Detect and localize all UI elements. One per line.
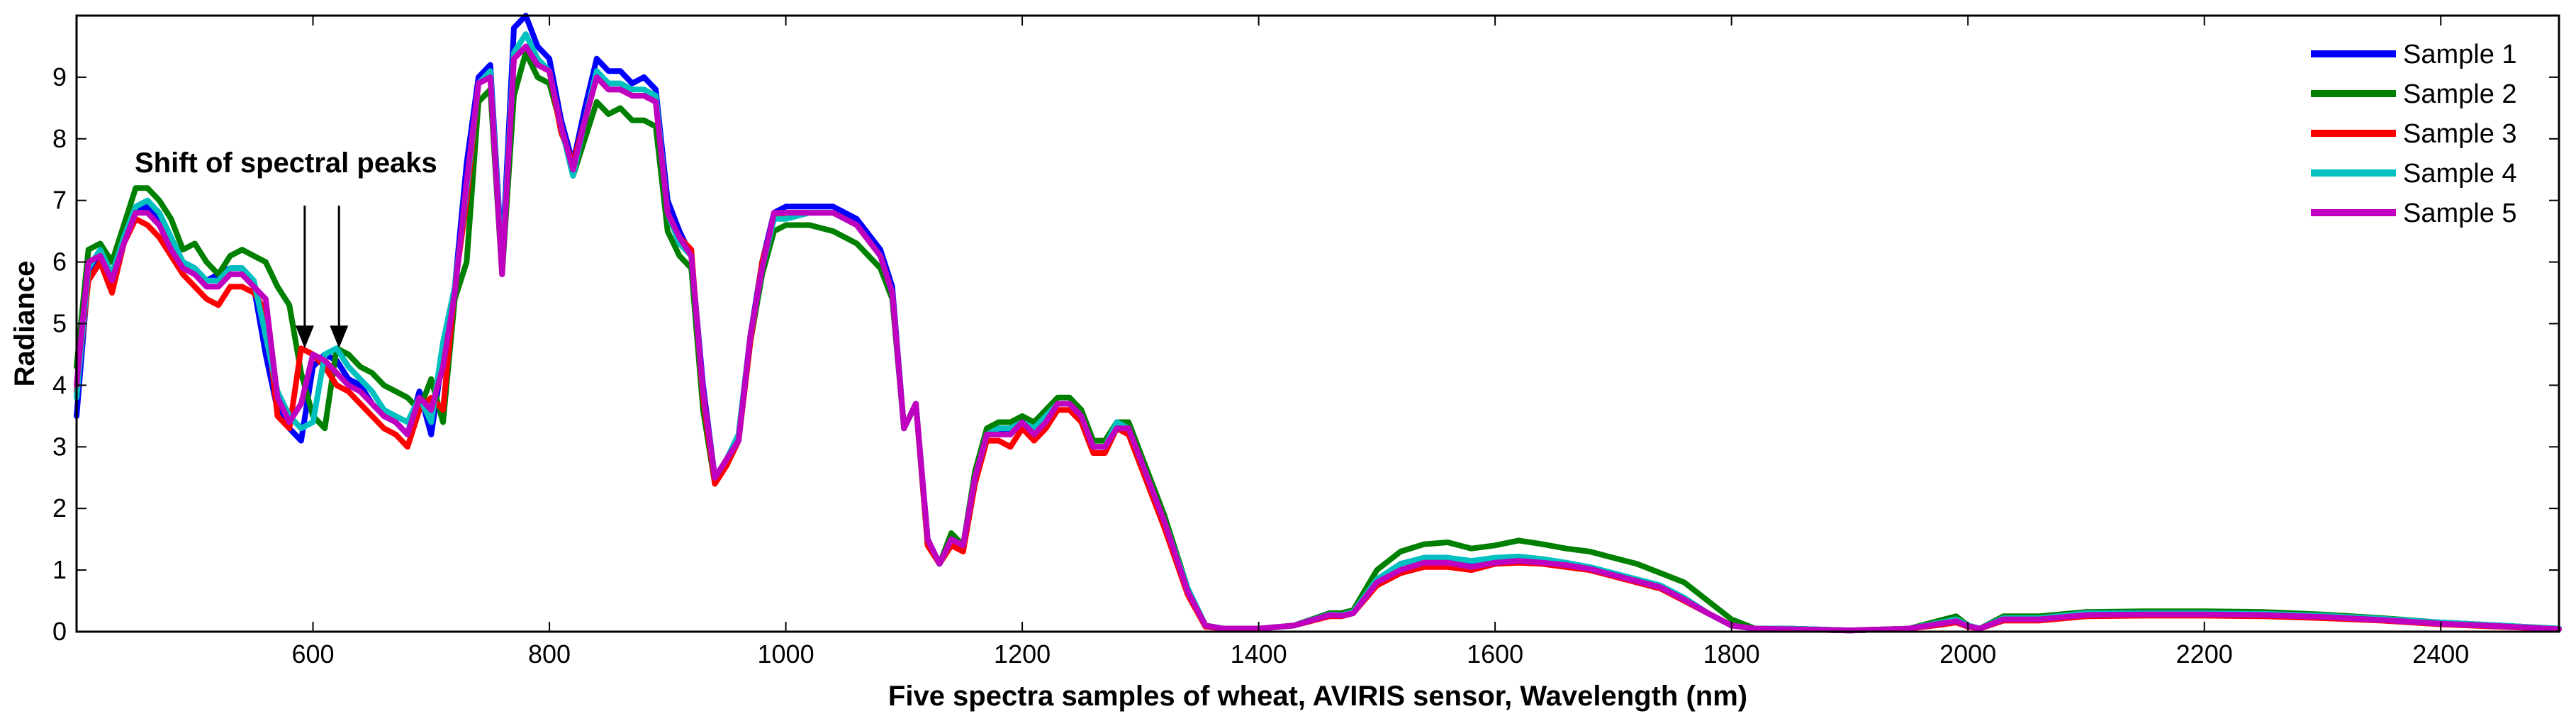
series-group bbox=[74, 13, 2562, 634]
legend-label-1: Sample 1 bbox=[2403, 40, 2517, 69]
y-tick-label: 8 bbox=[52, 124, 67, 153]
legend-label-3: Sample 3 bbox=[2403, 119, 2517, 149]
legend: Sample 1 Sample 2 Sample 3 Sample 4 Sample 5 bbox=[2304, 27, 2538, 233]
x-tick-label: 1600 bbox=[1467, 639, 1523, 669]
y-tick-label: 1 bbox=[52, 555, 67, 584]
y-tick-label: 6 bbox=[52, 247, 67, 276]
y-axis-label: Radiance bbox=[9, 261, 40, 387]
x-tick-label: 2000 bbox=[1939, 639, 1996, 669]
x-tick-label: 1400 bbox=[1231, 639, 1287, 669]
legend-label-5: Sample 5 bbox=[2403, 199, 2517, 228]
x-tick-label: 1000 bbox=[758, 639, 814, 669]
y-tick-label: 2 bbox=[52, 493, 67, 522]
annotation-arrow-head bbox=[330, 325, 349, 349]
x-tick-label: 600 bbox=[291, 639, 334, 669]
annotation: Shift of spectral peaks bbox=[135, 147, 437, 349]
y-tick-label: 5 bbox=[52, 309, 67, 338]
annotation-arrow-head bbox=[295, 325, 314, 349]
x-tick-label: 800 bbox=[528, 639, 571, 669]
y-tick-label: 3 bbox=[52, 432, 67, 461]
y-tick-label: 0 bbox=[52, 617, 67, 646]
annotation-text: Shift of spectral peaks bbox=[135, 147, 437, 179]
x-tick-label: 2200 bbox=[2176, 639, 2233, 669]
x-tick-label: 2400 bbox=[2412, 639, 2469, 669]
legend-label-2: Sample 2 bbox=[2403, 79, 2517, 109]
axis-ticks: 600 800 1000 1200 1400 1600 1800 2000 2200 2400 0 1… bbox=[52, 16, 2559, 669]
y-tick-label: 4 bbox=[52, 370, 67, 399]
y-tick-label: 7 bbox=[52, 186, 67, 215]
series-line-5 bbox=[74, 43, 2562, 634]
x-axis-label: Five spectra samples of wheat, AVIRIS se… bbox=[888, 681, 1747, 712]
x-tick-label: 1200 bbox=[994, 639, 1051, 669]
y-tick-label: 9 bbox=[52, 62, 67, 91]
x-tick-label: 1800 bbox=[1703, 639, 1760, 669]
legend-label-4: Sample 4 bbox=[2403, 159, 2517, 189]
